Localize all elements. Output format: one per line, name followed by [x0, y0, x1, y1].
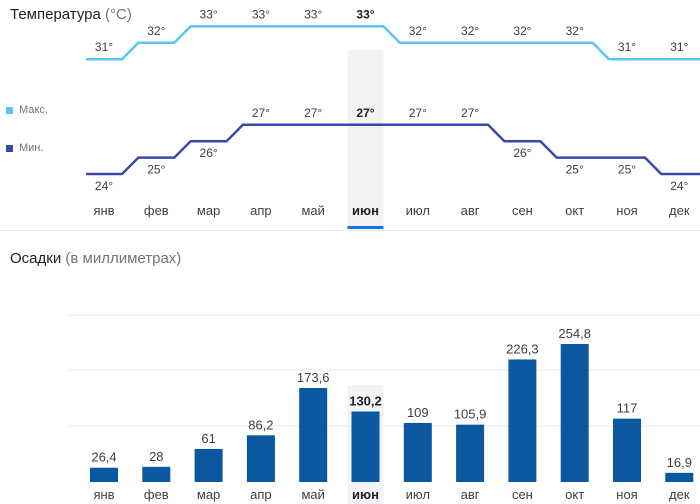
temperature-selected-column: [347, 50, 384, 228]
temperature-max-label: 33°: [200, 7, 218, 21]
precipitation-month-tab[interactable]: окт: [565, 487, 584, 502]
precipitation-value-label: 26,4: [91, 450, 116, 465]
temperature-month-tab[interactable]: ноя: [616, 203, 637, 218]
precipitation-value-label: 109: [407, 405, 429, 420]
temperature-max-label: 32°: [409, 24, 427, 38]
precipitation-title-text: Осадки: [10, 250, 62, 267]
precipitation-month-tab[interactable]: май: [301, 487, 324, 502]
section-divider: [0, 230, 700, 231]
precipitation-month-tab[interactable]: авг: [461, 487, 480, 502]
temperature-min-label: 25°: [566, 163, 584, 177]
precipitation-bar: [194, 448, 223, 482]
temperature-month-tab[interactable]: июл: [406, 203, 430, 218]
legend-item-max: Макс.: [6, 104, 48, 116]
temperature-max-label: 33°: [304, 7, 322, 21]
temperature-max-label: 31°: [618, 40, 636, 54]
precipitation-month-tab[interactable]: июн: [352, 487, 379, 502]
temperature-min-label: 25°: [618, 163, 636, 177]
legend-swatch-min: [6, 144, 13, 152]
precipitation-bar: [508, 359, 537, 482]
temperature-max-label: 32°: [513, 24, 531, 38]
precipitation-bar: [351, 411, 380, 482]
precipitation-bar: [299, 387, 328, 482]
precipitation-value-label: 226,3: [506, 341, 539, 356]
temperature-month-tab[interactable]: окт: [565, 203, 584, 218]
temperature-max-label: 32°: [147, 24, 165, 38]
precipitation-bar: [246, 435, 275, 482]
legend-item-min: Мин.: [6, 142, 43, 154]
temperature-min-label: 27°: [304, 106, 322, 120]
temperature-min-line: [86, 123, 700, 176]
precipitation-value-label: 61: [201, 431, 215, 446]
temperature-min-label: 27°: [409, 106, 427, 120]
temperature-max-label: 31°: [95, 40, 113, 54]
temperature-month-tab[interactable]: фев: [144, 203, 169, 218]
temperature-section-title: Температура (°C): [10, 6, 132, 23]
temperature-max-label: 31°: [670, 40, 688, 54]
precipitation-month-tab[interactable]: ноя: [616, 487, 637, 502]
precipitation-bar: [560, 344, 589, 482]
precipitation-month-tab[interactable]: дек: [669, 487, 690, 502]
precipitation-bar: [613, 418, 641, 482]
legend-label-max: Макс.: [19, 104, 48, 116]
temperature-max-line: [86, 25, 700, 61]
legend-label-min: Мин.: [19, 142, 44, 154]
temperature-month-tab[interactable]: авг: [461, 203, 480, 218]
precipitation-bar: [142, 466, 171, 482]
precipitation-bar: [90, 467, 118, 482]
temperature-max-label: 32°: [566, 24, 584, 38]
temperature-month-tab[interactable]: сен: [512, 203, 533, 218]
precipitation-month-tab[interactable]: сен: [512, 487, 533, 502]
precipitation-value-label: 117: [617, 401, 638, 416]
temperature-selected-indicator: [347, 226, 384, 229]
temperature-min-label: 26°: [200, 146, 218, 160]
temperature-max-label: 33°: [252, 7, 270, 21]
temperature-month-tab[interactable]: янв: [93, 203, 114, 218]
temperature-min-label: 25°: [147, 163, 165, 177]
precipitation-month-tab[interactable]: фев: [144, 487, 169, 502]
precipitation-value-label: 16,9: [667, 455, 692, 470]
temperature-unit: (°C): [105, 6, 132, 23]
precipitation-bar: [665, 472, 694, 482]
temperature-title-text: Температура: [10, 6, 101, 23]
precipitation-section-title: Осадки (в миллиметрах): [10, 250, 181, 267]
temperature-min-label: 24°: [670, 179, 688, 193]
temperature-min-label: 27°: [356, 106, 374, 120]
temperature-max-label: 32°: [461, 24, 479, 38]
precipitation-bar: [403, 422, 432, 482]
temperature-min-label: 26°: [513, 146, 531, 160]
temperature-month-tab[interactable]: июн: [352, 203, 379, 218]
temperature-month-tab[interactable]: мар: [197, 203, 220, 218]
temperature-month-tab[interactable]: дек: [669, 203, 690, 218]
temperature-month-tab[interactable]: май: [301, 203, 324, 218]
precipitation-value-label: 105,9: [454, 407, 487, 422]
precipitation-month-tab[interactable]: апр: [250, 487, 272, 502]
temperature-min-label: 27°: [461, 106, 479, 120]
precipitation-month-tab[interactable]: мар: [197, 487, 220, 502]
precipitation-value-label: 254,8: [558, 326, 591, 341]
precipitation-unit: (в миллиметрах): [65, 250, 182, 267]
temperature-min-label: 24°: [95, 179, 113, 193]
precipitation-month-tab[interactable]: июл: [406, 487, 430, 502]
precipitation-month-tab[interactable]: янв: [93, 487, 114, 502]
precipitation-value-label: 130,2: [349, 393, 382, 408]
temperature-max-label: 33°: [356, 7, 374, 21]
precipitation-value-label: 173,6: [297, 370, 330, 385]
precipitation-value-label: 28: [149, 449, 163, 464]
temperature-month-tab[interactable]: апр: [250, 203, 272, 218]
temperature-min-label: 27°: [252, 106, 270, 120]
legend-swatch-max: [6, 106, 13, 114]
precipitation-value-label: 86,2: [248, 417, 273, 432]
precipitation-bar: [456, 424, 485, 482]
